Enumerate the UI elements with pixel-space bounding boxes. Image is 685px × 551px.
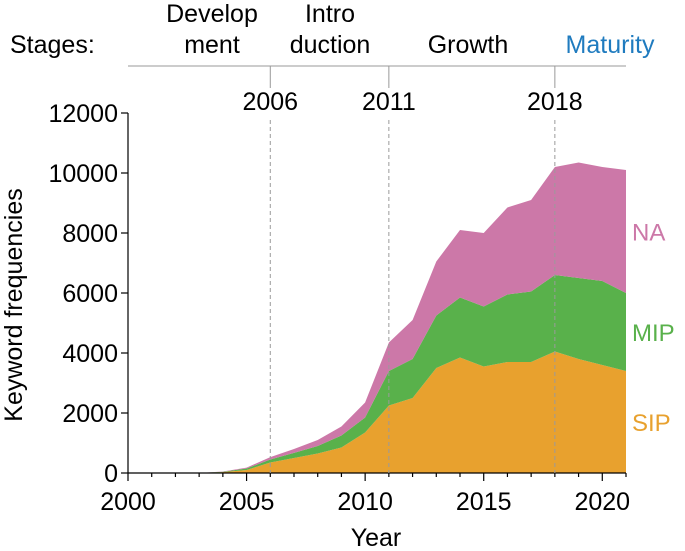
x-tick-label: 2020 (574, 488, 630, 516)
y-tick-label: 2000 (62, 400, 118, 428)
series-label-sip: SIP (632, 410, 671, 437)
series-label-mip: MIP (632, 320, 675, 347)
area-mip (128, 275, 626, 473)
boundary-year-label: 2018 (527, 88, 583, 116)
x-tick-label: 2010 (337, 488, 393, 516)
y-tick-label: 0 (104, 460, 118, 488)
series-label-na: NA (632, 220, 665, 247)
boundary-year-label: 2011 (362, 88, 416, 116)
stage-maturity-label: Maturity (566, 31, 655, 59)
x-tick-label: 2005 (219, 488, 275, 516)
y-tick-label: 8000 (62, 220, 118, 248)
stages-label: Stages: (10, 31, 95, 59)
stage-introduction-line2: duction (290, 31, 371, 59)
stage-growth-label: Growth (428, 31, 509, 59)
x-tick-label: 2015 (456, 488, 512, 516)
y-tick-label: 6000 (62, 280, 118, 308)
stage-development-line1: Develop (166, 0, 258, 28)
x-axis-title: Year (351, 524, 402, 551)
area-na (128, 162, 626, 473)
boundary-year-label: 2006 (242, 88, 298, 116)
y-tick-label: 12000 (48, 100, 118, 128)
y-tick-label: 10000 (48, 160, 118, 188)
stage-introduction-line1: Intro (305, 0, 355, 28)
y-tick-label: 4000 (62, 340, 118, 368)
y-axis-title: Keyword frequencies (0, 188, 28, 421)
stage-development-line2: ment (184, 31, 240, 59)
x-tick-label: 2000 (100, 488, 156, 516)
area-sip (128, 351, 626, 473)
